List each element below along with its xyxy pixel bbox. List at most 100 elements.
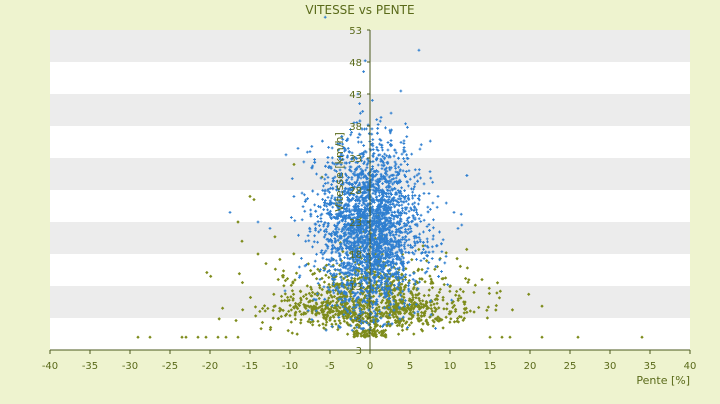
x-tick-label: -15 — [242, 361, 258, 372]
scatter-point — [293, 278, 297, 282]
scatter-point — [467, 278, 471, 282]
scatter-point — [398, 287, 403, 291]
scatter-point — [378, 324, 383, 329]
scatter-point — [297, 265, 301, 269]
scatter-point — [268, 327, 273, 332]
scatter-point — [292, 252, 296, 256]
scatter-point — [371, 291, 375, 295]
scatter-point — [457, 314, 462, 319]
scatter-point — [417, 247, 421, 252]
scatter-point — [313, 234, 316, 238]
scatter-point — [380, 292, 384, 296]
scatter-point — [293, 301, 298, 306]
scatter-point — [415, 173, 419, 177]
scatter-point — [402, 295, 406, 300]
scatter-point — [332, 306, 336, 310]
scatter-point — [315, 302, 319, 306]
scatter-point — [323, 303, 328, 308]
scatter-point — [320, 287, 324, 292]
scatter-point — [317, 296, 321, 301]
scatter-point — [395, 301, 399, 306]
y-tick-label: 8 — [356, 314, 362, 325]
scatter-point — [324, 323, 328, 327]
scatter-point — [350, 286, 355, 291]
scatter-point — [304, 239, 308, 243]
scatter-point — [443, 276, 448, 280]
scatter-point — [328, 315, 333, 320]
scatter-point — [350, 328, 354, 332]
scatter-point — [349, 246, 353, 250]
scatter-point — [397, 165, 400, 169]
scatter-point — [397, 323, 402, 327]
scatter-point — [337, 318, 341, 323]
scatter-point — [441, 295, 445, 300]
scatter-point — [382, 312, 386, 316]
y-tick-label: 38 — [349, 122, 362, 133]
scatter-point — [375, 306, 379, 310]
scatter-point — [363, 329, 367, 334]
scatter-point — [295, 332, 299, 336]
x-tick-label: -25 — [162, 361, 178, 372]
scatter-point — [472, 310, 476, 314]
scatter-point — [309, 304, 313, 308]
scatter-point — [345, 241, 349, 245]
x-tick-label: 35 — [644, 361, 657, 372]
scatter-point — [278, 306, 282, 310]
scatter-point — [321, 300, 326, 304]
scatter-point — [180, 335, 184, 339]
scatter-point — [280, 299, 284, 303]
scatter-point — [297, 275, 301, 279]
scatter-point — [352, 318, 356, 323]
scatter-point — [387, 175, 391, 179]
x-tick-label: -5 — [325, 361, 335, 372]
scatter-point — [418, 232, 422, 236]
scatter-point — [486, 305, 490, 309]
scatter-point — [510, 308, 515, 312]
scatter-point — [410, 293, 415, 297]
scatter-point — [425, 307, 429, 311]
scatter-point — [323, 199, 327, 202]
scatter-point — [473, 283, 478, 287]
scatter-point — [236, 220, 240, 224]
scatter-point — [333, 319, 337, 323]
scatter-point — [468, 309, 473, 313]
scatter-point — [343, 208, 347, 212]
scatter-point — [328, 300, 333, 304]
y-axis-label: Vitesse [km/h] — [333, 132, 346, 212]
scatter-point — [298, 300, 303, 305]
scatter-point — [333, 312, 338, 317]
scatter-point — [453, 307, 458, 312]
scatter-point — [307, 291, 312, 296]
scatter-point — [260, 320, 265, 325]
scatter-point — [362, 307, 366, 311]
scatter-point — [428, 207, 432, 211]
scatter-point — [388, 316, 392, 320]
scatter-point — [362, 304, 367, 308]
scatter-point — [287, 298, 291, 302]
scatter-point — [414, 293, 418, 297]
scatter-point — [420, 267, 424, 272]
scatter-point — [459, 296, 463, 300]
scatter-point — [442, 282, 446, 287]
scatter-point — [279, 314, 284, 319]
scatter-point — [417, 296, 421, 301]
scatter-point — [395, 173, 399, 177]
scatter-point — [400, 282, 404, 286]
scatter-point — [351, 297, 355, 301]
scatter-point — [422, 293, 426, 298]
scatter-point — [334, 300, 339, 305]
scatter-point — [448, 284, 452, 289]
scatter-point — [372, 329, 377, 333]
scatter-point — [397, 234, 401, 238]
scatter-point — [437, 290, 442, 294]
scatter-point — [289, 283, 293, 288]
scatter-point — [290, 289, 295, 293]
scatter-point — [411, 277, 415, 281]
scatter-point — [438, 287, 442, 292]
scatter-point — [440, 318, 444, 322]
scatter-point — [328, 285, 332, 289]
scatter-point — [389, 309, 393, 313]
scatter-point — [448, 289, 452, 293]
scatter-point — [304, 296, 309, 301]
scatter-point — [411, 298, 415, 302]
